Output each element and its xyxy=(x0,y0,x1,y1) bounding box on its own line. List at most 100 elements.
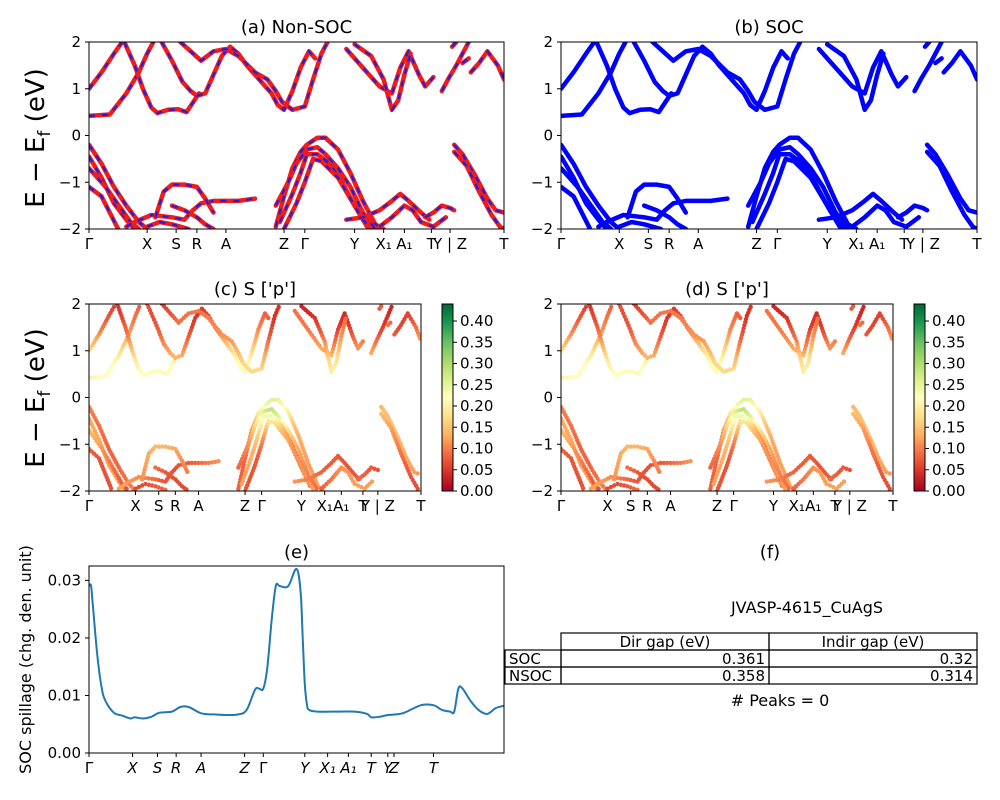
x-tick-label: Γ xyxy=(85,497,94,515)
nonsoc-band-dashed-overlay xyxy=(451,42,458,48)
colorbar-tick-label: 0.05 xyxy=(460,461,493,479)
nonsoc-band-dashed-overlay xyxy=(89,186,120,229)
nonsoc-band-dashed-overlay xyxy=(89,155,136,229)
projection-point xyxy=(671,460,677,466)
projection-points xyxy=(561,304,893,491)
projection-point xyxy=(199,460,205,466)
nonsoc-band-dashed-overlay xyxy=(440,42,470,92)
projection-point xyxy=(764,479,769,484)
projection-point xyxy=(638,445,643,450)
projection-point xyxy=(668,460,673,466)
x-tick-label: T xyxy=(899,235,910,253)
axes-frame xyxy=(88,565,505,754)
projection-point xyxy=(146,476,151,481)
x-tick-label: Y xyxy=(300,759,311,777)
colorbar-tick-label: 0.30 xyxy=(932,355,965,373)
projection-point xyxy=(176,354,181,359)
table-row-label: NSOC xyxy=(509,667,552,685)
projection-point xyxy=(93,375,98,380)
soc-band-line xyxy=(625,182,689,220)
projection-point xyxy=(161,370,166,375)
panel-e-title: (e) xyxy=(284,542,309,563)
projection-point xyxy=(565,375,570,380)
colorbar-tick-label: 0.35 xyxy=(460,333,493,351)
projection-point xyxy=(310,486,316,491)
soc-band-line xyxy=(650,42,803,113)
projection-point xyxy=(688,459,693,464)
projection-point xyxy=(156,467,161,472)
projection-point xyxy=(841,465,846,470)
projection-point xyxy=(786,486,791,491)
projection-point xyxy=(209,460,214,465)
x-tick-label: Y | Z xyxy=(432,235,467,253)
projection-point xyxy=(744,397,750,402)
projection-point xyxy=(186,311,191,316)
projection-point xyxy=(156,444,161,449)
colorbar-tick-label: 0.05 xyxy=(932,461,965,479)
table-header-dir: Dir gap (eV) xyxy=(620,633,711,651)
projection-point xyxy=(618,482,623,487)
table-value-indir: 0.314 xyxy=(930,667,973,685)
panel-e-spillage: 0.000.010.020.03Γ X S R A Z Γ Y X₁ A₁ T YZ T(e)SOC s… xyxy=(16,542,505,777)
y-tick-label: 2 xyxy=(71,295,81,313)
y-tick-label: 0 xyxy=(71,127,81,145)
projection-point xyxy=(269,397,274,402)
projection-point xyxy=(748,304,753,310)
soc-band-line xyxy=(816,46,909,96)
x-tick-label: S xyxy=(644,235,654,253)
projection-point xyxy=(156,477,161,483)
projection-point xyxy=(615,464,620,469)
row-ylabel-middle: E − Ef (eV) xyxy=(21,328,55,468)
projection-point xyxy=(137,304,142,310)
x-tick-label: T xyxy=(429,759,440,777)
projection-point xyxy=(203,460,208,466)
spillage-plot xyxy=(89,567,504,720)
x-tick-label: X xyxy=(142,235,152,253)
projection-point xyxy=(782,486,788,491)
axes-frame xyxy=(560,41,978,230)
y-tick-label: 0.01 xyxy=(48,686,81,704)
projection-point xyxy=(176,463,181,468)
projection-point xyxy=(256,367,261,372)
projection-point xyxy=(355,483,361,488)
colorbar-tick-label: 0.15 xyxy=(932,418,965,436)
axes-frame xyxy=(560,303,894,492)
projection-point xyxy=(156,485,161,490)
panel-c-title: (c) S ['p'] xyxy=(214,279,296,300)
peaks-label: # Peaks = 0 xyxy=(731,691,830,710)
x-tick-label: A₁ xyxy=(333,497,349,515)
soc-band-line xyxy=(561,42,597,92)
soc-band-line xyxy=(924,149,977,229)
nonsoc-band-dashed-overlay xyxy=(453,151,504,229)
x-tick-label: X xyxy=(602,497,612,515)
projection-point xyxy=(631,478,637,484)
projection-point xyxy=(740,329,745,334)
projection-point xyxy=(635,444,640,449)
x-tick-label: Γ xyxy=(557,235,566,253)
y-tick-label: −1 xyxy=(59,173,81,191)
x-tick-label: A xyxy=(221,235,232,253)
projection-point xyxy=(618,476,623,481)
x-tick-label: A xyxy=(195,759,206,777)
colorbar-tick-label: 0.10 xyxy=(932,440,965,458)
y-tick-label: 0.02 xyxy=(48,629,81,647)
x-tick-label: T xyxy=(357,497,368,515)
projection-point xyxy=(568,374,574,380)
soc-band-line xyxy=(924,142,977,215)
nonsoc-band-line xyxy=(124,196,258,229)
projection-point xyxy=(861,304,866,310)
projection-point xyxy=(774,477,779,483)
x-tick-label: Y xyxy=(349,235,360,253)
panel-f-title: (f) xyxy=(760,542,780,563)
y-tick-label: 0 xyxy=(71,389,81,407)
soc-band-line xyxy=(561,142,622,229)
projection-point xyxy=(189,460,195,466)
projection-point xyxy=(369,479,375,484)
y-tick-label: −2 xyxy=(531,482,553,500)
nonsoc-band-dashed-overlay xyxy=(179,42,329,112)
projection-point xyxy=(143,464,148,469)
projection-point xyxy=(741,397,746,402)
nonsoc-band-line xyxy=(451,149,504,229)
projection-point xyxy=(887,486,892,491)
